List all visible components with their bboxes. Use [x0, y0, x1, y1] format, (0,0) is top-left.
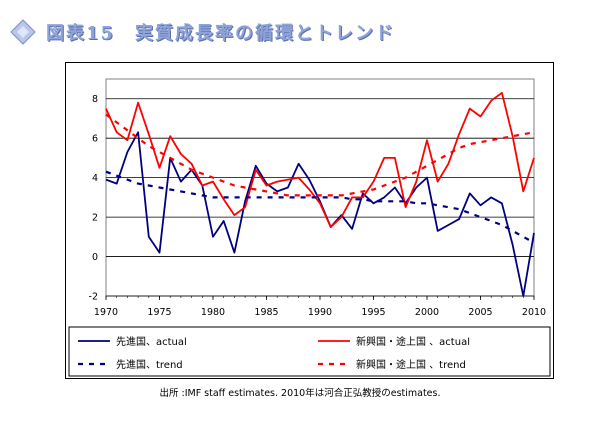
x-tick-label: 1975: [147, 307, 171, 318]
y-tick-label: 6: [92, 134, 98, 145]
x-tick-label: 1980: [201, 307, 225, 318]
y-tick-label: 0: [92, 252, 98, 263]
series-line-2: [105, 91, 535, 228]
series-line-1: [105, 131, 535, 297]
plot-area: [105, 78, 535, 297]
series-line-4: [105, 113, 535, 197]
x-tick-label: 2010: [522, 307, 546, 318]
diamond-icon: [10, 19, 36, 45]
x-tick-label: 2000: [415, 307, 439, 318]
x-tick-label: 1990: [308, 307, 332, 318]
series-line-3: [105, 170, 535, 244]
source-note: 出所 :IMF staff estimates. 2010年は河合正弘教授のes…: [159, 388, 441, 399]
y-tick-label: 8: [92, 94, 98, 105]
x-tick-label: 1970: [94, 307, 118, 318]
line-chart: -2 0 2 4 6 8 1970 1975 1980 1985 1990 1995 2000 2005 2…: [68, 78, 551, 377]
legend-label-1: 先進国、actual: [116, 336, 187, 348]
y-tick-label: -2: [89, 292, 98, 303]
legend-label-3: 先進国、trend: [116, 359, 183, 371]
legend-label-2: 新興国・途上国 、actual: [356, 335, 470, 348]
x-tick-label: 1995: [361, 307, 385, 318]
legend-label-4: 新興国・途上国 、trend: [356, 358, 466, 371]
x-tick-label: 2005: [468, 307, 492, 318]
x-tick-label: 1985: [254, 307, 278, 318]
chart-frame: -2 0 2 4 6 8 1970 1975 1980 1985 1990 1995 2000 2005 2…: [65, 62, 554, 379]
page-title: 図表15 実質成長率の循環とトレンド: [46, 23, 396, 44]
y-tick-label: 2: [92, 213, 98, 224]
legend: [68, 326, 551, 377]
header: 図表15 実質成長率の循環とトレンド: [10, 18, 395, 46]
y-tick-label: 4: [92, 173, 98, 184]
